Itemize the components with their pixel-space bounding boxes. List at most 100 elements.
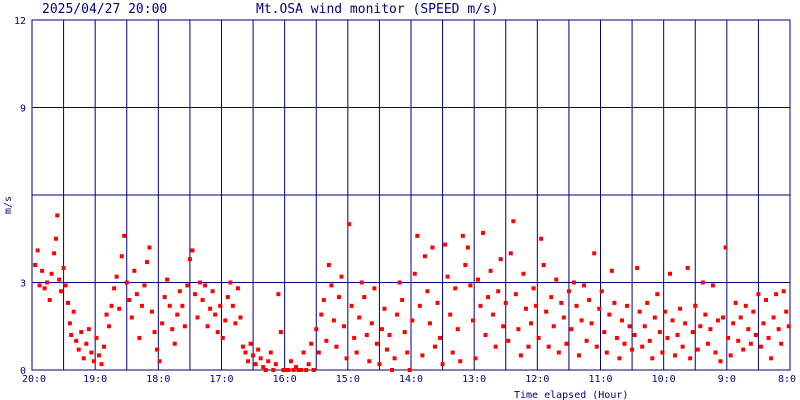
data-point — [55, 213, 60, 218]
data-point — [683, 321, 688, 326]
data-point — [511, 219, 516, 224]
data-point — [220, 335, 225, 340]
data-point — [531, 286, 536, 291]
data-point — [309, 341, 314, 346]
data-point — [594, 344, 599, 349]
data-point — [379, 327, 384, 332]
data-point — [612, 300, 617, 305]
data-point — [695, 347, 700, 352]
data-point — [551, 324, 556, 329]
data-point — [352, 335, 357, 340]
data-point — [450, 350, 455, 355]
x-axis-label: Time elapsed (Hour) — [514, 390, 628, 400]
data-point — [698, 324, 703, 329]
data-point — [516, 327, 521, 332]
x-tick-label: 10:0 — [652, 374, 676, 385]
data-point — [215, 330, 220, 335]
data-point — [84, 341, 89, 346]
data-point — [294, 365, 299, 370]
data-point — [114, 274, 119, 279]
data-point — [771, 315, 776, 320]
data-point — [703, 312, 708, 317]
data-point — [559, 300, 564, 305]
data-point — [678, 306, 683, 311]
data-point — [617, 356, 622, 361]
data-point — [475, 277, 480, 282]
data-point — [246, 359, 251, 364]
data-point — [187, 257, 192, 262]
data-point — [283, 368, 288, 372]
data-point — [235, 286, 240, 291]
data-point — [281, 368, 286, 372]
data-point — [223, 318, 228, 323]
data-point — [640, 344, 645, 349]
data-point — [776, 327, 781, 332]
data-point — [443, 242, 448, 247]
data-point — [574, 303, 579, 308]
x-tick-label: 11:0 — [588, 374, 612, 385]
x-tick-label: 14:0 — [399, 374, 423, 385]
data-point — [182, 324, 187, 329]
data-point — [779, 341, 784, 346]
data-point — [501, 324, 506, 329]
data-point — [440, 362, 445, 367]
x-tick-label: 13:0 — [462, 374, 486, 385]
data-point — [59, 289, 64, 294]
data-point — [230, 303, 235, 308]
data-point — [54, 236, 59, 241]
data-point — [738, 315, 743, 320]
data-point — [150, 309, 155, 314]
data-point — [61, 265, 66, 270]
data-point — [786, 324, 791, 329]
data-point — [425, 289, 430, 294]
data-point — [675, 333, 680, 337]
data-point — [336, 295, 341, 300]
data-point — [271, 368, 276, 372]
data-point — [708, 327, 713, 332]
data-point — [258, 356, 263, 361]
y-tick-label: 0 — [20, 366, 26, 377]
timestamp-label: 2025/04/27 20:00 — [42, 2, 167, 17]
data-point — [357, 315, 362, 320]
data-point — [299, 368, 304, 372]
data-point — [395, 312, 400, 317]
data-point — [407, 368, 412, 372]
data-point — [468, 283, 473, 288]
data-point — [175, 312, 180, 317]
data-point — [167, 303, 172, 308]
data-point — [625, 303, 630, 308]
data-point — [382, 306, 387, 311]
data-point — [263, 368, 268, 372]
data-point — [546, 344, 551, 349]
y-axis-label: m/s — [3, 196, 14, 214]
data-point — [104, 312, 109, 317]
data-point — [266, 359, 271, 364]
data-point — [42, 286, 47, 291]
data-point — [614, 335, 619, 340]
data-point — [455, 327, 460, 332]
data-point — [228, 280, 233, 285]
data-point — [561, 315, 566, 320]
x-tick-label: 19:0 — [83, 374, 107, 385]
data-point — [781, 289, 786, 294]
data-point — [554, 277, 559, 282]
x-tick-labels: 20:0 19:0 18:0 17:0 16:0 15:0 14:0 13:0 12:0 11:0… — [22, 374, 796, 385]
data-point — [592, 251, 597, 256]
data-point — [344, 356, 349, 361]
data-point — [152, 330, 157, 335]
data-point — [314, 327, 319, 332]
data-point — [566, 289, 571, 294]
data-point — [748, 341, 753, 346]
data-point — [622, 341, 627, 346]
data-point — [713, 350, 718, 355]
data-point — [710, 283, 715, 288]
data-point — [52, 251, 57, 256]
data-point — [521, 271, 526, 276]
data-point — [339, 274, 344, 279]
data-point — [751, 309, 756, 314]
data-point — [165, 277, 170, 282]
data-point — [718, 359, 723, 364]
x-tick-label: 12:0 — [525, 374, 549, 385]
data-point — [470, 318, 475, 323]
data-point — [147, 245, 152, 250]
